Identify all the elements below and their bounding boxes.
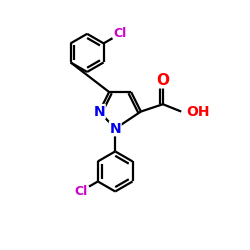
Text: O: O [156,73,170,88]
Text: N: N [110,122,121,136]
Text: Cl: Cl [113,28,126,40]
Text: OH: OH [186,104,210,118]
Text: Cl: Cl [74,185,88,198]
Text: N: N [94,104,105,118]
